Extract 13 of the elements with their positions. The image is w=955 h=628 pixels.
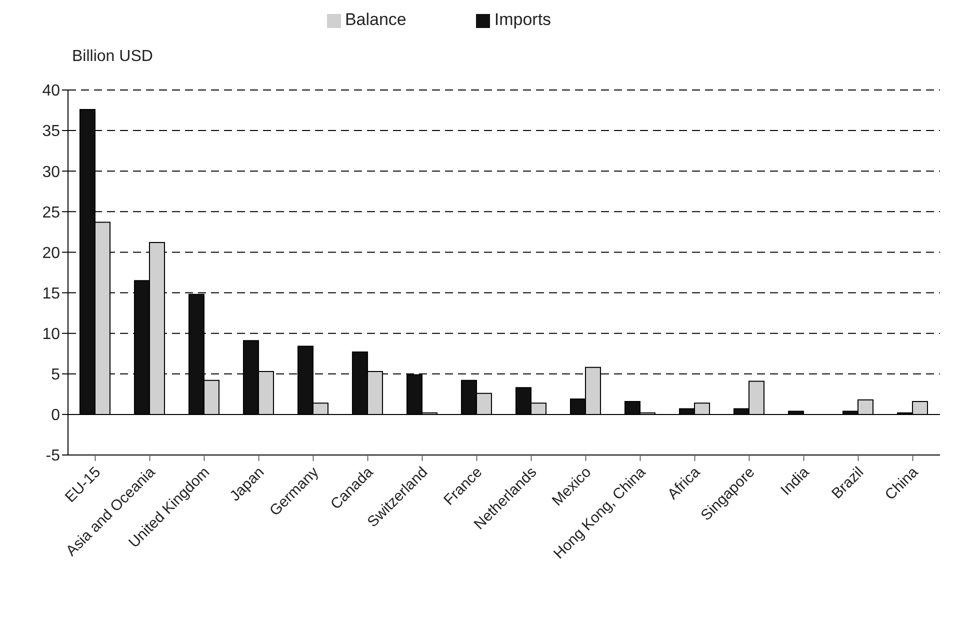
y-tick-label: -5	[46, 448, 60, 465]
legend-label: Balance	[344, 10, 406, 29]
legend-label: Imports	[494, 10, 552, 29]
y-tick-label: 15	[42, 285, 60, 302]
y-tick-label: 20	[42, 244, 60, 262]
y-tick-label: 30	[42, 164, 60, 181]
y-tick-label: 35	[42, 123, 60, 140]
y-tick-label: 10	[42, 326, 60, 344]
y-tick-label: 40	[42, 82, 60, 100]
y-tick-label: 25	[42, 204, 60, 222]
y-axis-title: Billion USD	[72, 48, 153, 66]
y-tick-label: 0	[51, 407, 60, 424]
y-tick-label: 5	[51, 366, 60, 384]
